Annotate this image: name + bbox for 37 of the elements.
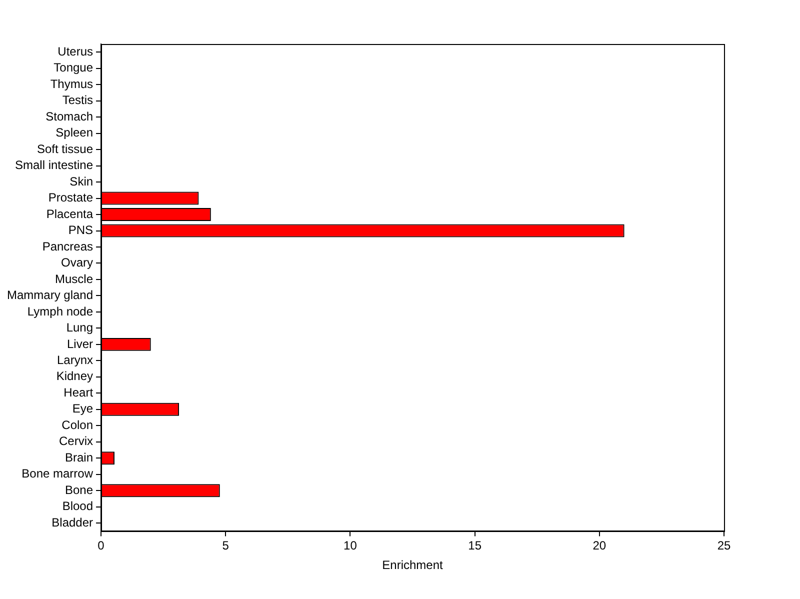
y-tick-label: Larynx xyxy=(56,352,94,367)
y-tick-label: Liver xyxy=(67,336,94,351)
y-tick-label: Eye xyxy=(72,402,94,416)
x-tick-label: 15 xyxy=(468,538,482,553)
x-tick-label: 0 xyxy=(98,538,105,553)
y-tick-label: PNS xyxy=(68,223,94,238)
y-tick-label: Spleen xyxy=(56,126,94,140)
y-tick-label: Bladder xyxy=(52,515,94,530)
y-tick-label: Prostate xyxy=(48,190,94,205)
y-tick-label: Cervix xyxy=(59,434,94,448)
y-tick-label: Mammary gland xyxy=(6,288,94,302)
y-tick-label: Thymus xyxy=(50,76,94,91)
y-tick-label: Muscle xyxy=(55,272,94,286)
y-tick-label: Small intestine xyxy=(14,158,94,172)
y-tick-label: Soft tissue xyxy=(36,142,94,156)
y-tick-label: Testis xyxy=(62,93,94,108)
x-tick-label: 20 xyxy=(592,538,606,553)
x-tick-label: 25 xyxy=(717,538,731,553)
y-tick-label: Tongue xyxy=(54,60,94,75)
y-tick-label: Pancreas xyxy=(42,239,94,254)
y-tick-label: Heart xyxy=(64,385,94,400)
y-tick-label: Bone marrow xyxy=(22,466,94,481)
y-tick-label: Colon xyxy=(62,418,94,432)
x-tick-label: 10 xyxy=(344,538,358,553)
y-tick-label: Placenta xyxy=(46,206,94,221)
x-tick-label: 5 xyxy=(222,538,230,553)
y-tick-label: Stomach xyxy=(46,109,94,124)
y-tick-label: Ovary xyxy=(61,256,94,270)
y-tick-label: Kidney xyxy=(56,369,94,384)
y-tick-label: Lung xyxy=(66,320,94,335)
y-tick-label: Bone xyxy=(64,482,94,497)
y-tick-label: Blood xyxy=(62,499,94,514)
y-tick-label: Brain xyxy=(65,450,94,464)
y-tick-label: Skin xyxy=(70,174,94,188)
x-axis-title: Enrichment xyxy=(382,558,444,572)
y-tick-label: Uterus xyxy=(58,44,94,58)
y-tick-label: Lymph node xyxy=(27,304,94,318)
